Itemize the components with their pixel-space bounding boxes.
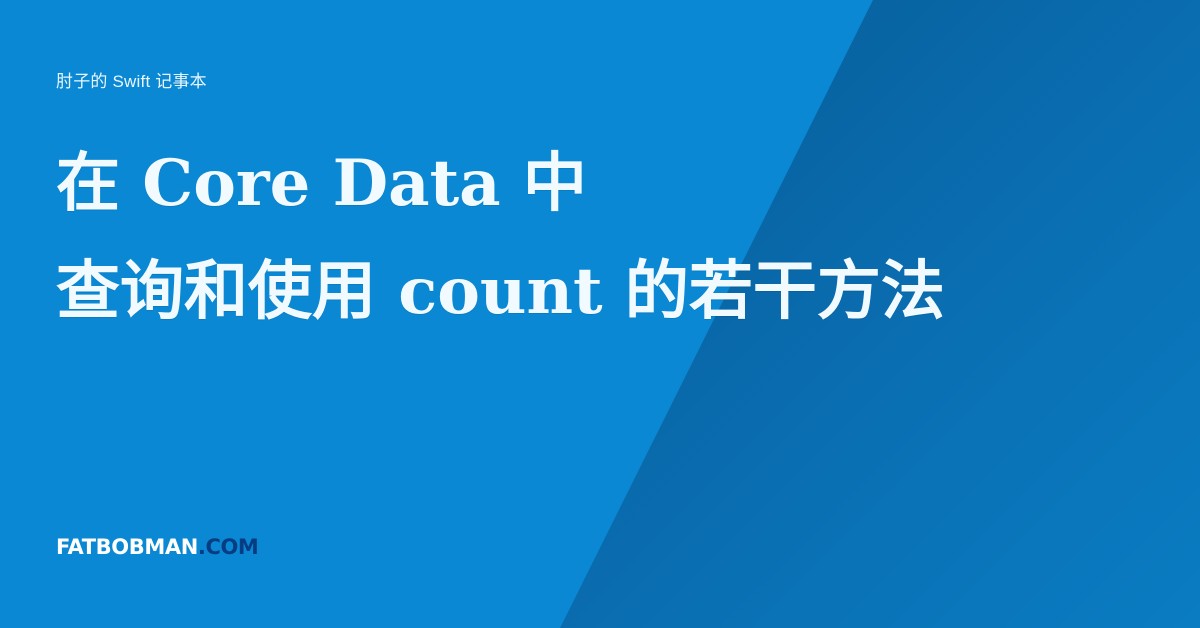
- article-title: 在 Core Data 中 查询和使用 count 的若干方法: [56, 130, 1176, 346]
- article-title-line-2: 查询和使用 count 的若干方法: [56, 254, 945, 329]
- brand-domain: .COM: [197, 535, 259, 559]
- brand-name: FATBOBMAN: [56, 535, 198, 559]
- article-title-line-1: 在 Core Data 中: [56, 146, 587, 221]
- site-brand: FATBOBMAN.COM: [56, 535, 259, 559]
- site-eyebrow: 肘子的 Swift 记事本: [56, 72, 207, 91]
